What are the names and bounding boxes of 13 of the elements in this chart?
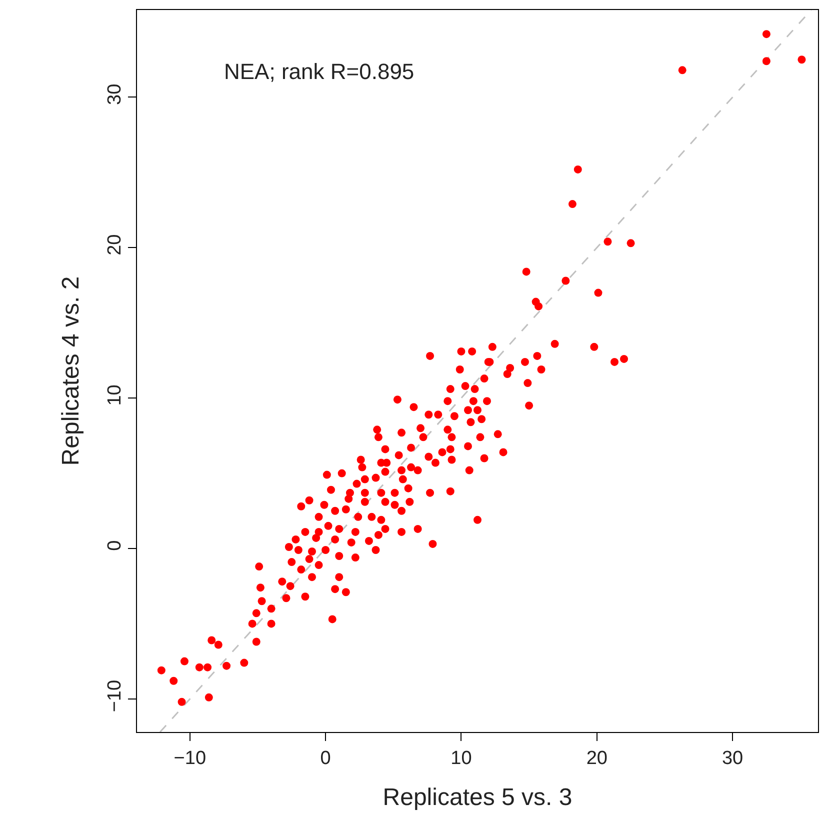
y-tick-label: 0 xyxy=(104,540,126,551)
x-axis-title: Replicates 5 vs. 3 xyxy=(382,784,572,812)
x-tick-label: 10 xyxy=(450,748,472,769)
x-tick-label: 20 xyxy=(586,748,608,769)
annotation: NEA; rank R=0.895 xyxy=(224,59,414,84)
y-tick-label: −10 xyxy=(104,680,126,712)
y-tick-label: 20 xyxy=(104,234,126,256)
y-tick-label: 10 xyxy=(104,384,126,406)
y-axis-title: Replicates 4 vs. 2 xyxy=(58,276,84,466)
x-tick-label: −10 xyxy=(174,748,206,769)
x-tick-label: 30 xyxy=(722,748,744,769)
y-tick-label: 30 xyxy=(104,84,126,105)
x-tick-label: 0 xyxy=(320,748,331,769)
